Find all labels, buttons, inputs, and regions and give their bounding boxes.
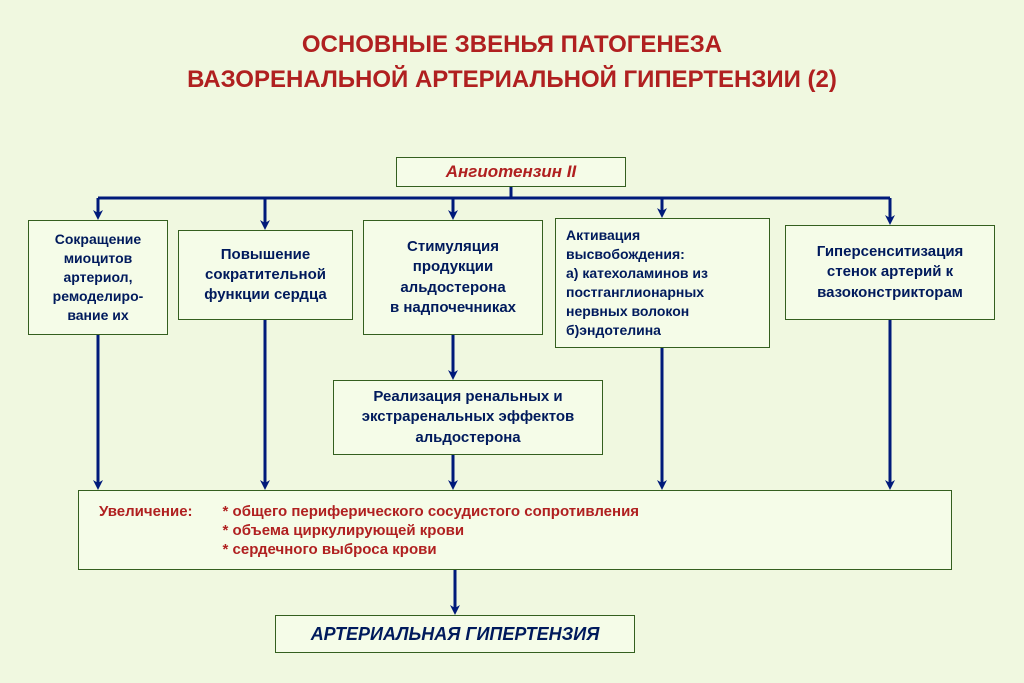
node-final: АРТЕРИАЛЬНАЯ ГИПЕРТЕНЗИЯ [275,615,635,653]
node-root-label: Ангиотензин II [446,161,577,184]
title-line2: ВАЗОРЕНАЛЬНОЙ АРТЕРИАЛЬНОЙ ГИПЕРТЕНЗИИ (… [0,63,1024,98]
node-b1-label: Сокращение миоцитов артериол, ремоделиро… [53,230,144,324]
connectors-svg [0,0,1024,683]
node-b2-label: Повышение сократительной функции сердца [204,245,326,306]
node-mid-label: Реализация ренальных и экстраренальных э… [362,387,575,448]
node-b2: Повышение сократительной функции сердца [178,230,353,320]
node-b5: Гиперсенситизация стенок артерий к вазок… [785,225,995,320]
node-mid: Реализация ренальных и экстраренальных э… [333,380,603,455]
node-b4: Активация высвобождения: а) катехоламино… [555,218,770,348]
increase-item: * сердечного выброса крови [223,541,640,558]
increase-item: * общего периферического сосудистого соп… [223,503,640,520]
increase-item: * объема циркулирующей крови [223,522,640,539]
node-final-label: АРТЕРИАЛЬНАЯ ГИПЕРТЕНЗИЯ [311,624,600,645]
node-increase: Увеличение: * общего периферического сос… [78,490,952,570]
node-b3: Стимуляция продукции альдостерона в надп… [363,220,543,335]
node-b5-label: Гиперсенситизация стенок артерий к вазок… [817,242,964,303]
diagram-title: ОСНОВНЫЕ ЗВЕНЬЯ ПАТОГЕНЕЗА ВАЗОРЕНАЛЬНОЙ… [0,28,1024,98]
increase-items: * общего периферического сосудистого соп… [223,503,640,560]
title-line1: ОСНОВНЫЕ ЗВЕНЬЯ ПАТОГЕНЕЗА [0,28,1024,63]
node-root: Ангиотензин II [396,157,626,187]
increase-label: Увеличение: [99,503,193,520]
node-b3-label: Стимуляция продукции альдостерона в надп… [390,237,516,318]
node-b4-label: Активация высвобождения: а) катехоламино… [566,226,708,339]
node-b1: Сокращение миоцитов артериол, ремоделиро… [28,220,168,335]
